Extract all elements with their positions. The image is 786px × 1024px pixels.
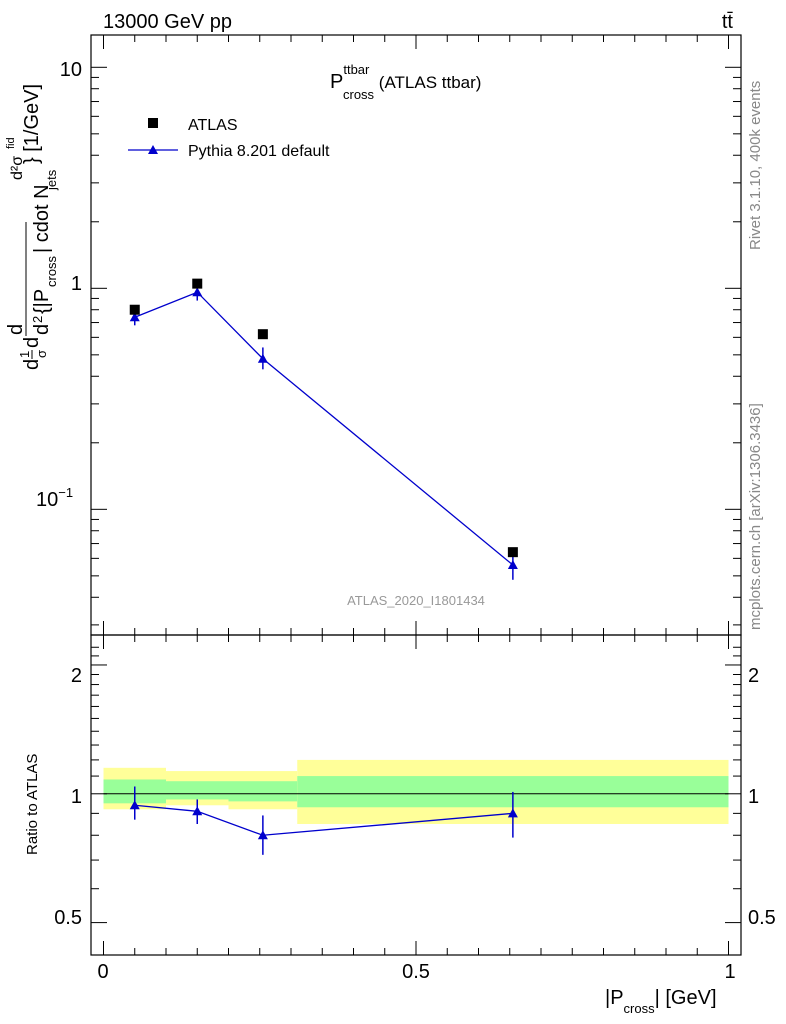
pythia-point [192, 287, 203, 297]
svg-text:} [1/GeV]: } [1/GeV] [21, 84, 43, 164]
svg-text:fid: fid [5, 137, 17, 149]
xtick-label-1: 1 [724, 961, 735, 983]
legend [128, 118, 178, 154]
ratio-ytick-label-0.5-right: 0.5 [748, 907, 776, 929]
plot-frames [90, 34, 742, 956]
xlabel-sub: cross [624, 1001, 656, 1016]
ratio-ytick-label-1-right: 1 [748, 786, 759, 808]
analysis-label: ATLAS_2020_I1801434 [347, 593, 485, 608]
svg-text:d: d [5, 324, 27, 335]
final-state-label: tt̄ [722, 11, 734, 33]
atlas-point [257, 329, 268, 340]
ratio-pythia-point [192, 806, 203, 816]
plot-title-rest: (ATLAS ttbar) [374, 73, 481, 92]
xlabel: |Pcross| [GeV] [605, 987, 717, 1016]
svg-text:d: d [21, 337, 43, 348]
ratio-pythia-point [129, 800, 140, 810]
legend-label-pythia: Pythia 8.201 default [188, 143, 330, 160]
legend-marker-atlas [148, 118, 158, 128]
ratio-pythia-line [134, 804, 513, 836]
xlabel-rest: | [GeV] [655, 987, 717, 1009]
main-ylabel-top: d²σ fid [5, 137, 26, 180]
xtick-label-0.5: 0.5 [402, 961, 430, 983]
atlas-point [129, 304, 140, 315]
main-ytick-label-1: 1 [71, 273, 82, 295]
svg-text:d²σ: d²σ [9, 156, 26, 180]
atlas-point [507, 547, 518, 558]
main-ylabel: d 1 σ d d d 2 {|P cross | cdot N jets } … [5, 84, 59, 370]
ratio-ytick-label-0.5-left: 0.5 [54, 907, 82, 929]
plot-title-sub: cross [343, 87, 375, 102]
main-ytick-label-0.1-exp: −1 [58, 485, 73, 500]
ratio-band-green-2 [228, 781, 298, 802]
mcplots-label: mcplots.cern.ch [arXiv:1306.3436] [747, 403, 764, 630]
ratio-uncertainty-bands [103, 759, 729, 824]
ratio-ylabel: Ratio to ATLAS [24, 754, 41, 855]
svg-text:d: d [21, 359, 43, 370]
xlabel-main: |P [605, 987, 624, 1009]
ratio-ytick-label-1-left: 1 [71, 786, 82, 808]
ratio-frame [90, 634, 742, 956]
ratio-band-green-1 [166, 781, 229, 800]
svg-text:d: d [31, 324, 53, 335]
ratio-ytick-label-2-right: 2 [748, 665, 759, 687]
svg-text:σ: σ [34, 350, 49, 358]
plot-title-sup: ttbar [343, 62, 370, 77]
data-markers [129, 278, 518, 840]
svg-text:{|P: {|P [31, 289, 53, 314]
svg-text:2: 2 [30, 316, 45, 323]
main-ytick-label-0.1-base: 10 [36, 489, 58, 511]
main-ytick-label-0.1: 10−1 [36, 485, 73, 511]
pythia-line [134, 291, 514, 566]
plot-title-main: P [330, 71, 343, 93]
series-lines [134, 291, 514, 836]
main-ytick-label-10: 10 [60, 59, 82, 81]
svg-text:jets: jets [44, 169, 59, 191]
svg-text:| cdot N: | cdot N [31, 184, 53, 253]
legend-label-atlas: ATLAS [188, 117, 238, 134]
ratio-ytick-label-2-left: 2 [71, 665, 82, 687]
xtick-label-0: 0 [97, 961, 108, 983]
atlas-point [192, 278, 203, 289]
ratio-pythia-point [257, 830, 268, 840]
svg-text:cross: cross [44, 255, 59, 287]
plot-title: Pttbar cross (ATLAS ttbar) [330, 62, 481, 102]
ratio-pythia-point [507, 808, 518, 818]
svg-text:1: 1 [17, 351, 32, 358]
rivet-label: Rivet 3.1.10, 400k events [747, 81, 764, 250]
process-label: 13000 GeV pp [103, 11, 232, 33]
axis-ticks [91, 35, 741, 955]
pythia-point [507, 559, 518, 569]
legend-marker-pythia [148, 145, 158, 154]
pythia-point [129, 312, 140, 322]
pythia-point [257, 353, 268, 363]
